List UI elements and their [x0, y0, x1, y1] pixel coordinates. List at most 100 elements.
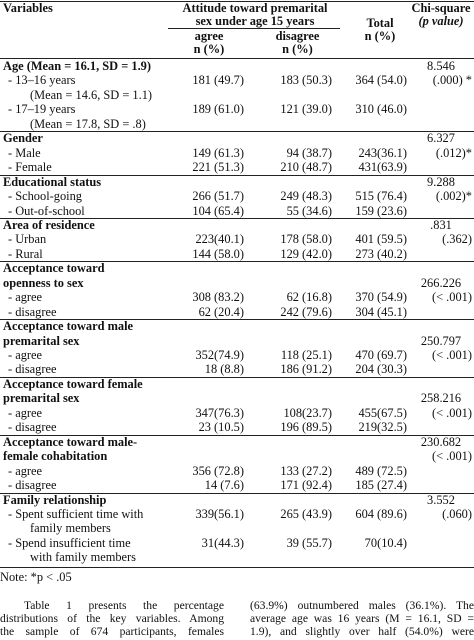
cell-disagree: 108(23.7)	[283, 405, 332, 420]
group-separator	[0, 174, 474, 176]
cell-agree: 14 (7.6)	[204, 478, 244, 493]
cell-total: 401 (59.5)	[355, 232, 407, 247]
row-label: - Female	[8, 160, 52, 175]
cell-chi-square: 230.682	[420, 434, 462, 449]
cell-agree: 356 (72.8)	[192, 463, 244, 478]
cell-disagree: 178 (58.0)	[280, 232, 332, 247]
cell-chi-square: 3.552	[427, 492, 455, 507]
cell-total: 470 (69.7)	[355, 348, 407, 362]
header-bottom-rule	[0, 58, 474, 59]
cell-total: 159 (23.6)	[355, 203, 407, 218]
row-label: - 17–19 years	[8, 102, 76, 117]
row-group-label: Acceptance toward female	[3, 376, 143, 391]
cell-disagree: 265 (43.9)	[280, 506, 332, 521]
cell-total: 310 (46.0)	[355, 102, 407, 117]
cell-agree: 18 (8.8)	[204, 362, 244, 377]
body-left-line1: Table 1 presents the percentage	[24, 599, 224, 612]
cell-agree: 347(76.3)	[195, 405, 244, 420]
row-group-label: Acceptance toward male	[3, 319, 134, 334]
cell-chi-square: 8.546	[427, 59, 455, 73]
group-separator	[0, 376, 474, 378]
cell-disagree: 133 (27.2)	[280, 463, 332, 478]
table-top-rule	[0, 1, 474, 2]
row-label: - School-going	[8, 189, 82, 204]
header-total-unit: n (%)	[364, 29, 396, 43]
header-agree-unit: n (%)	[193, 42, 225, 56]
body-right-line3: 1.9), and slightly over half (54.0%) wer…	[250, 625, 474, 638]
cell-p-value: (< .001)	[431, 348, 472, 362]
cell-total: 604 (89.6)	[355, 506, 407, 521]
cell-disagree: 39 (55.7)	[286, 535, 332, 550]
row-label: - Spend insufficient time	[8, 535, 131, 550]
row-label: family members	[30, 521, 111, 536]
cell-total: 304 (45.1)	[355, 304, 407, 319]
cell-p-value: (.362)	[442, 232, 472, 247]
cell-disagree: 118 (25.1)	[280, 348, 332, 362]
row-group-label: Area of residence	[3, 217, 95, 232]
row-label: - 13–16 years	[8, 73, 76, 88]
body-left-line3: the sample of 674 participants, females	[0, 625, 224, 638]
cell-agree: 149 (61.3)	[192, 145, 244, 160]
body-right-line1: (63.9%) outnumbered males (36.1%). The	[250, 599, 474, 612]
cell-total: 243(36.1)	[358, 145, 407, 160]
cell-disagree: 186 (91.2)	[280, 362, 332, 377]
cell-total: 273 (40.2)	[355, 246, 407, 261]
cell-chi-square: 266.226	[420, 275, 462, 290]
cell-total: 70(10.4)	[364, 535, 407, 550]
cell-disagree: 183 (50.3)	[280, 73, 332, 88]
cell-chi-square: 258.216	[420, 391, 462, 406]
row-group-label: premarital sex	[3, 391, 80, 406]
cell-agree: 189 (61.0)	[192, 102, 244, 117]
cell-agree: 223(40.1)	[195, 232, 244, 247]
row-label: - disagree	[8, 304, 57, 319]
cell-agree: 62 (20.4)	[198, 304, 244, 319]
cell-disagree: 171 (92.4)	[280, 478, 332, 493]
cell-total: 515 (76.4)	[355, 189, 407, 204]
row-label: - disagree	[8, 362, 57, 377]
cell-disagree: 242 (79.6)	[280, 304, 332, 319]
cell-total: 455(67.5)	[358, 405, 407, 420]
cell-agree: 339(56.1)	[195, 506, 244, 521]
cell-total: 204 (30.3)	[355, 362, 407, 377]
cell-total: 489 (72.5)	[355, 463, 407, 478]
row-label: - Male	[8, 145, 41, 160]
cell-chi-square: .831	[430, 217, 452, 232]
header-attitude-line2: sex under age 15 years	[195, 14, 315, 28]
cell-disagree: 62 (16.8)	[286, 290, 332, 305]
row-group-label: Gender	[3, 131, 43, 146]
row-group-label: Family relationship	[3, 492, 107, 507]
row-label: (Mean = 14.6, SD = 1.1)	[30, 87, 153, 102]
header-total: Total	[366, 16, 394, 30]
cell-total: 219(32.5)	[358, 420, 407, 435]
header-attitude-line1: Attitude toward premarital	[182, 1, 328, 15]
group-separator	[0, 217, 474, 219]
cell-disagree: 94 (38.7)	[286, 145, 332, 160]
cell-p-value: (< .001)	[431, 405, 472, 420]
cell-disagree: 249 (48.3)	[280, 189, 332, 204]
row-label: - Urban	[8, 232, 47, 247]
cell-chi-square: 250.797	[420, 333, 462, 348]
cell-p-value: (.002)*	[435, 189, 472, 204]
group-separator	[0, 492, 474, 494]
cell-disagree: 121 (39.0)	[280, 102, 332, 117]
row-label: - agree	[8, 405, 43, 420]
row-label: - disagree	[8, 420, 57, 435]
body-right-line2: average age was 16 years (M = 16.1, SD =	[250, 612, 474, 625]
cell-agree: 23 (10.5)	[198, 420, 244, 435]
header-attitude-rule	[168, 28, 340, 29]
group-separator	[0, 131, 474, 133]
row-group-label: openness to sex	[3, 275, 84, 290]
body-left-line2: distributions of the key variables. Amon…	[0, 612, 224, 625]
row-group-label: Acceptance toward male-	[3, 434, 138, 449]
cell-p-value: (< .001)	[431, 449, 472, 464]
row-label: - agree	[8, 348, 43, 362]
cell-disagree: 196 (89.5)	[280, 420, 332, 435]
cell-disagree: 210 (48.7)	[280, 160, 332, 175]
cell-p-value: (< .001)	[431, 290, 472, 305]
cell-disagree: 129 (42.0)	[280, 246, 332, 261]
row-label: - disagree	[8, 478, 57, 493]
row-group-label: Educational status	[3, 174, 102, 189]
cell-agree: 308 (83.2)	[192, 290, 244, 305]
cell-disagree: 55 (34.6)	[286, 203, 332, 218]
group-separator	[0, 434, 474, 436]
